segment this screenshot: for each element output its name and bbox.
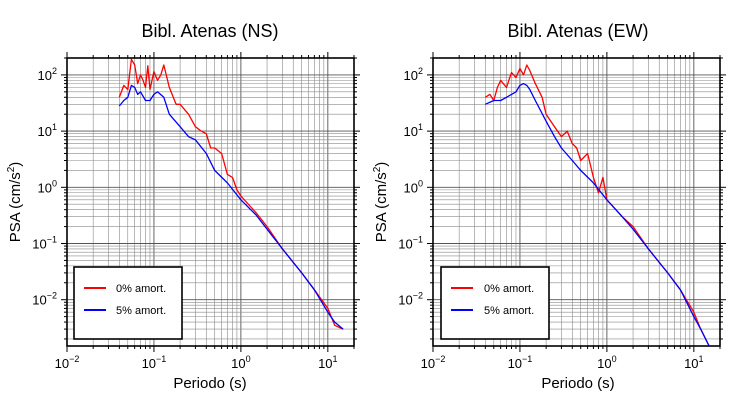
- y-tick-label-exp: −2: [413, 291, 423, 301]
- x-tick-label: 10−1: [508, 354, 533, 371]
- x-axis-label: Periodo (s): [541, 375, 614, 392]
- x-tick-label-exp: −1: [156, 354, 166, 364]
- legend-box: [73, 266, 183, 340]
- y-tick-label-exp: 1: [52, 122, 57, 132]
- y-tick-label-base: 10: [38, 124, 52, 139]
- y-tick-label-exp: 2: [52, 66, 57, 76]
- y-tick-label: 101: [38, 122, 57, 139]
- x-tick-label-exp: 1: [333, 354, 338, 364]
- y-tick-label-base: 10: [404, 68, 418, 83]
- chart-title: Bibl. Atenas (NS): [141, 21, 278, 41]
- y-tick-label-base: 10: [32, 237, 46, 252]
- chart-ew: Bibl. Atenas (EW) 10−2 10−1 100 10110−210−1…: [372, 21, 726, 392]
- series-line-1: [118, 84, 344, 330]
- x-tick-label-exp: −2: [435, 354, 445, 364]
- x-tick-label-base: 10: [55, 356, 69, 371]
- series-group: [484, 64, 710, 347]
- y-tick-label-base: 10: [38, 180, 52, 195]
- series-line-1: [485, 82, 710, 347]
- x-tick-label-base: 10: [142, 356, 156, 371]
- y-axis-label-end: ): [373, 162, 390, 167]
- chart-ns: Bibl. Atenas (NS) 10−2 10−1 100 10110−210−1…: [6, 21, 360, 392]
- y-tick-label-base: 10: [398, 293, 412, 308]
- plot-frame: [66, 57, 355, 347]
- y-axis-label-sup: 2: [372, 166, 383, 172]
- x-tick-label-base: 10: [597, 356, 611, 371]
- y-tick-label-exp: −1: [47, 235, 57, 245]
- legend: 0% amort. 5% amort.: [440, 266, 550, 340]
- chart-title: Bibl. Atenas (EW): [507, 21, 648, 41]
- series-group: [118, 58, 344, 330]
- y-tick-label-exp: −1: [413, 235, 423, 245]
- legend-label-1: 5% amort.: [484, 305, 534, 317]
- y-tick-label: 10−2: [398, 291, 423, 308]
- x-tick-label: 101: [318, 354, 337, 371]
- x-tick-label-exp: 0: [246, 354, 251, 364]
- y-tick-label: 10−1: [32, 235, 57, 252]
- legend-label-0: 0% amort.: [116, 283, 166, 295]
- y-axis-label: PSA (cm/s2): [372, 162, 390, 243]
- y-axis-label-sup: 2: [6, 166, 17, 172]
- x-tick-label-exp: −2: [69, 354, 79, 364]
- y-tick-label: 10−1: [398, 235, 423, 252]
- plot-frame: [432, 57, 721, 347]
- y-tick-label: 10−2: [32, 291, 57, 308]
- y-tick-label-base: 10: [32, 293, 46, 308]
- x-tick-label: 100: [231, 354, 250, 371]
- y-tick-label: 101: [404, 122, 423, 139]
- x-tick-label-base: 10: [231, 356, 245, 371]
- y-tick-label-base: 10: [404, 124, 418, 139]
- x-tick-label: 100: [597, 354, 616, 371]
- x-tick-label: 10−2: [55, 354, 80, 371]
- y-tick-label-exp: −2: [47, 291, 57, 301]
- x-tick-label: 101: [684, 354, 703, 371]
- x-axis-label: Periodo (s): [173, 375, 246, 392]
- legend-box: [440, 266, 550, 340]
- x-tick-label-base: 10: [508, 356, 522, 371]
- y-tick-label: 100: [38, 178, 57, 195]
- series-line-0: [118, 58, 344, 330]
- x-tick-label-exp: 0: [612, 354, 617, 364]
- y-axis-label: PSA (cm/s2): [6, 162, 24, 243]
- series-line-0: [484, 64, 710, 347]
- x-tick-label-base: 10: [684, 356, 698, 371]
- x-tick-label-base: 10: [421, 356, 435, 371]
- x-tick-label-exp: −1: [522, 354, 532, 364]
- legend-label-0: 0% amort.: [484, 283, 534, 295]
- x-tick-label: 10−1: [142, 354, 167, 371]
- y-axis-label-main: PSA (cm/s: [373, 172, 390, 242]
- y-tick-label: 102: [404, 66, 423, 83]
- x-tick-label-base: 10: [318, 356, 332, 371]
- x-tick-label: 10−2: [421, 354, 446, 371]
- y-tick-label-base: 10: [398, 237, 412, 252]
- x-tick-label-exp: 1: [699, 354, 704, 364]
- legend: 0% amort. 5% amort.: [73, 266, 183, 340]
- y-axis-label-main: PSA (cm/s: [7, 172, 24, 242]
- y-tick-label-exp: 2: [418, 66, 423, 76]
- y-axis-label-end: ): [7, 162, 24, 167]
- y-tick-label-base: 10: [38, 68, 52, 83]
- y-tick-label-base: 10: [404, 180, 418, 195]
- y-tick-label-exp: 0: [418, 178, 423, 188]
- y-tick-label-exp: 0: [52, 178, 57, 188]
- legend-label-1: 5% amort.: [116, 305, 166, 317]
- y-tick-label: 100: [404, 178, 423, 195]
- y-tick-label: 102: [38, 66, 57, 83]
- y-tick-label-exp: 1: [418, 122, 423, 132]
